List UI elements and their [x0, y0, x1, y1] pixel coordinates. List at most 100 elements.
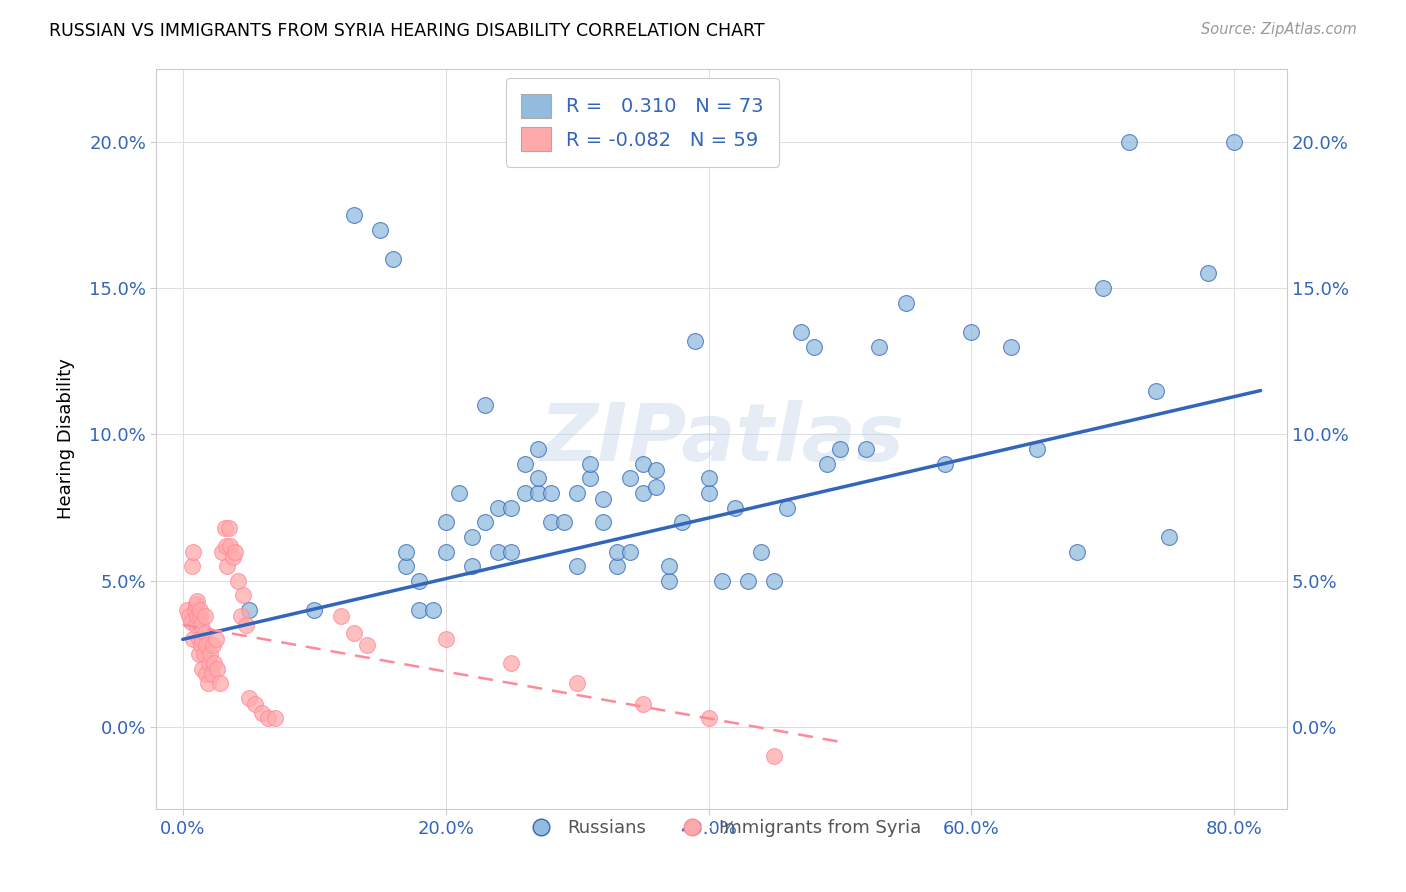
Point	[191, 632, 214, 647]
Point	[526, 442, 548, 456]
Point	[224, 544, 246, 558]
Point	[579, 457, 602, 471]
Point	[447, 486, 470, 500]
Point	[408, 603, 430, 617]
Point	[1144, 384, 1167, 398]
Point	[395, 544, 418, 558]
Point	[671, 515, 693, 529]
Y-axis label: Hearing Disability: Hearing Disability	[58, 359, 75, 519]
Point	[1157, 530, 1180, 544]
Point	[486, 500, 509, 515]
Point	[710, 574, 733, 588]
Point	[737, 574, 759, 588]
Point	[343, 208, 366, 222]
Point	[194, 626, 217, 640]
Point	[179, 609, 201, 624]
Point	[434, 544, 457, 558]
Point	[658, 559, 681, 574]
Point	[257, 711, 280, 725]
Point	[501, 500, 523, 515]
Point	[631, 457, 654, 471]
Point	[217, 559, 239, 574]
Point	[201, 667, 224, 681]
Point	[368, 222, 391, 236]
Point	[1197, 267, 1219, 281]
Point	[1091, 281, 1114, 295]
Point	[763, 574, 786, 588]
Point	[238, 690, 260, 705]
Point	[815, 457, 838, 471]
Point	[828, 442, 851, 456]
Point	[183, 603, 205, 617]
Point	[218, 521, 240, 535]
Point	[1026, 442, 1049, 456]
Point	[191, 662, 214, 676]
Point	[186, 594, 208, 608]
Point	[592, 491, 614, 506]
Point	[749, 544, 772, 558]
Point	[645, 462, 668, 476]
Point	[184, 597, 207, 611]
Point	[513, 457, 536, 471]
Point	[631, 486, 654, 500]
Point	[208, 676, 231, 690]
Point	[180, 615, 202, 629]
Point	[526, 471, 548, 485]
Point	[176, 603, 198, 617]
Point	[302, 603, 325, 617]
Point	[869, 340, 891, 354]
Point	[229, 609, 252, 624]
Point	[188, 609, 211, 624]
Point	[219, 539, 242, 553]
Point	[235, 617, 257, 632]
Point	[250, 706, 273, 720]
Point	[329, 609, 352, 624]
Point	[408, 574, 430, 588]
Point	[1223, 135, 1246, 149]
Point	[474, 398, 496, 412]
Point	[186, 609, 208, 624]
Point	[724, 500, 747, 515]
Point	[238, 603, 260, 617]
Point	[501, 656, 523, 670]
Point	[194, 609, 217, 624]
Point	[181, 632, 204, 647]
Point	[187, 647, 209, 661]
Point	[855, 442, 877, 456]
Point	[513, 486, 536, 500]
Point	[960, 325, 983, 339]
Point	[553, 515, 575, 529]
Point	[526, 486, 548, 500]
Point	[776, 500, 799, 515]
Point	[619, 544, 641, 558]
Point	[181, 559, 204, 574]
Point	[188, 603, 211, 617]
Point	[461, 559, 484, 574]
Point	[565, 559, 588, 574]
Point	[222, 550, 245, 565]
Point	[382, 252, 405, 266]
Point	[395, 559, 418, 574]
Point	[197, 676, 219, 690]
Point	[697, 711, 720, 725]
Text: RUSSIAN VS IMMIGRANTS FROM SYRIA HEARING DISABILITY CORRELATION CHART: RUSSIAN VS IMMIGRANTS FROM SYRIA HEARING…	[49, 22, 765, 40]
Point	[187, 632, 209, 647]
Point	[789, 325, 811, 339]
Point	[195, 667, 218, 681]
Point	[190, 638, 212, 652]
Point	[205, 662, 228, 676]
Point	[763, 749, 786, 764]
Point	[658, 574, 681, 588]
Point	[243, 697, 266, 711]
Point	[803, 340, 825, 354]
Point	[501, 544, 523, 558]
Point	[343, 626, 366, 640]
Point	[198, 656, 221, 670]
Point	[434, 515, 457, 529]
Point	[565, 486, 588, 500]
Point	[232, 589, 254, 603]
Point	[697, 471, 720, 485]
Point	[474, 515, 496, 529]
Point	[200, 647, 222, 661]
Point	[894, 295, 917, 310]
